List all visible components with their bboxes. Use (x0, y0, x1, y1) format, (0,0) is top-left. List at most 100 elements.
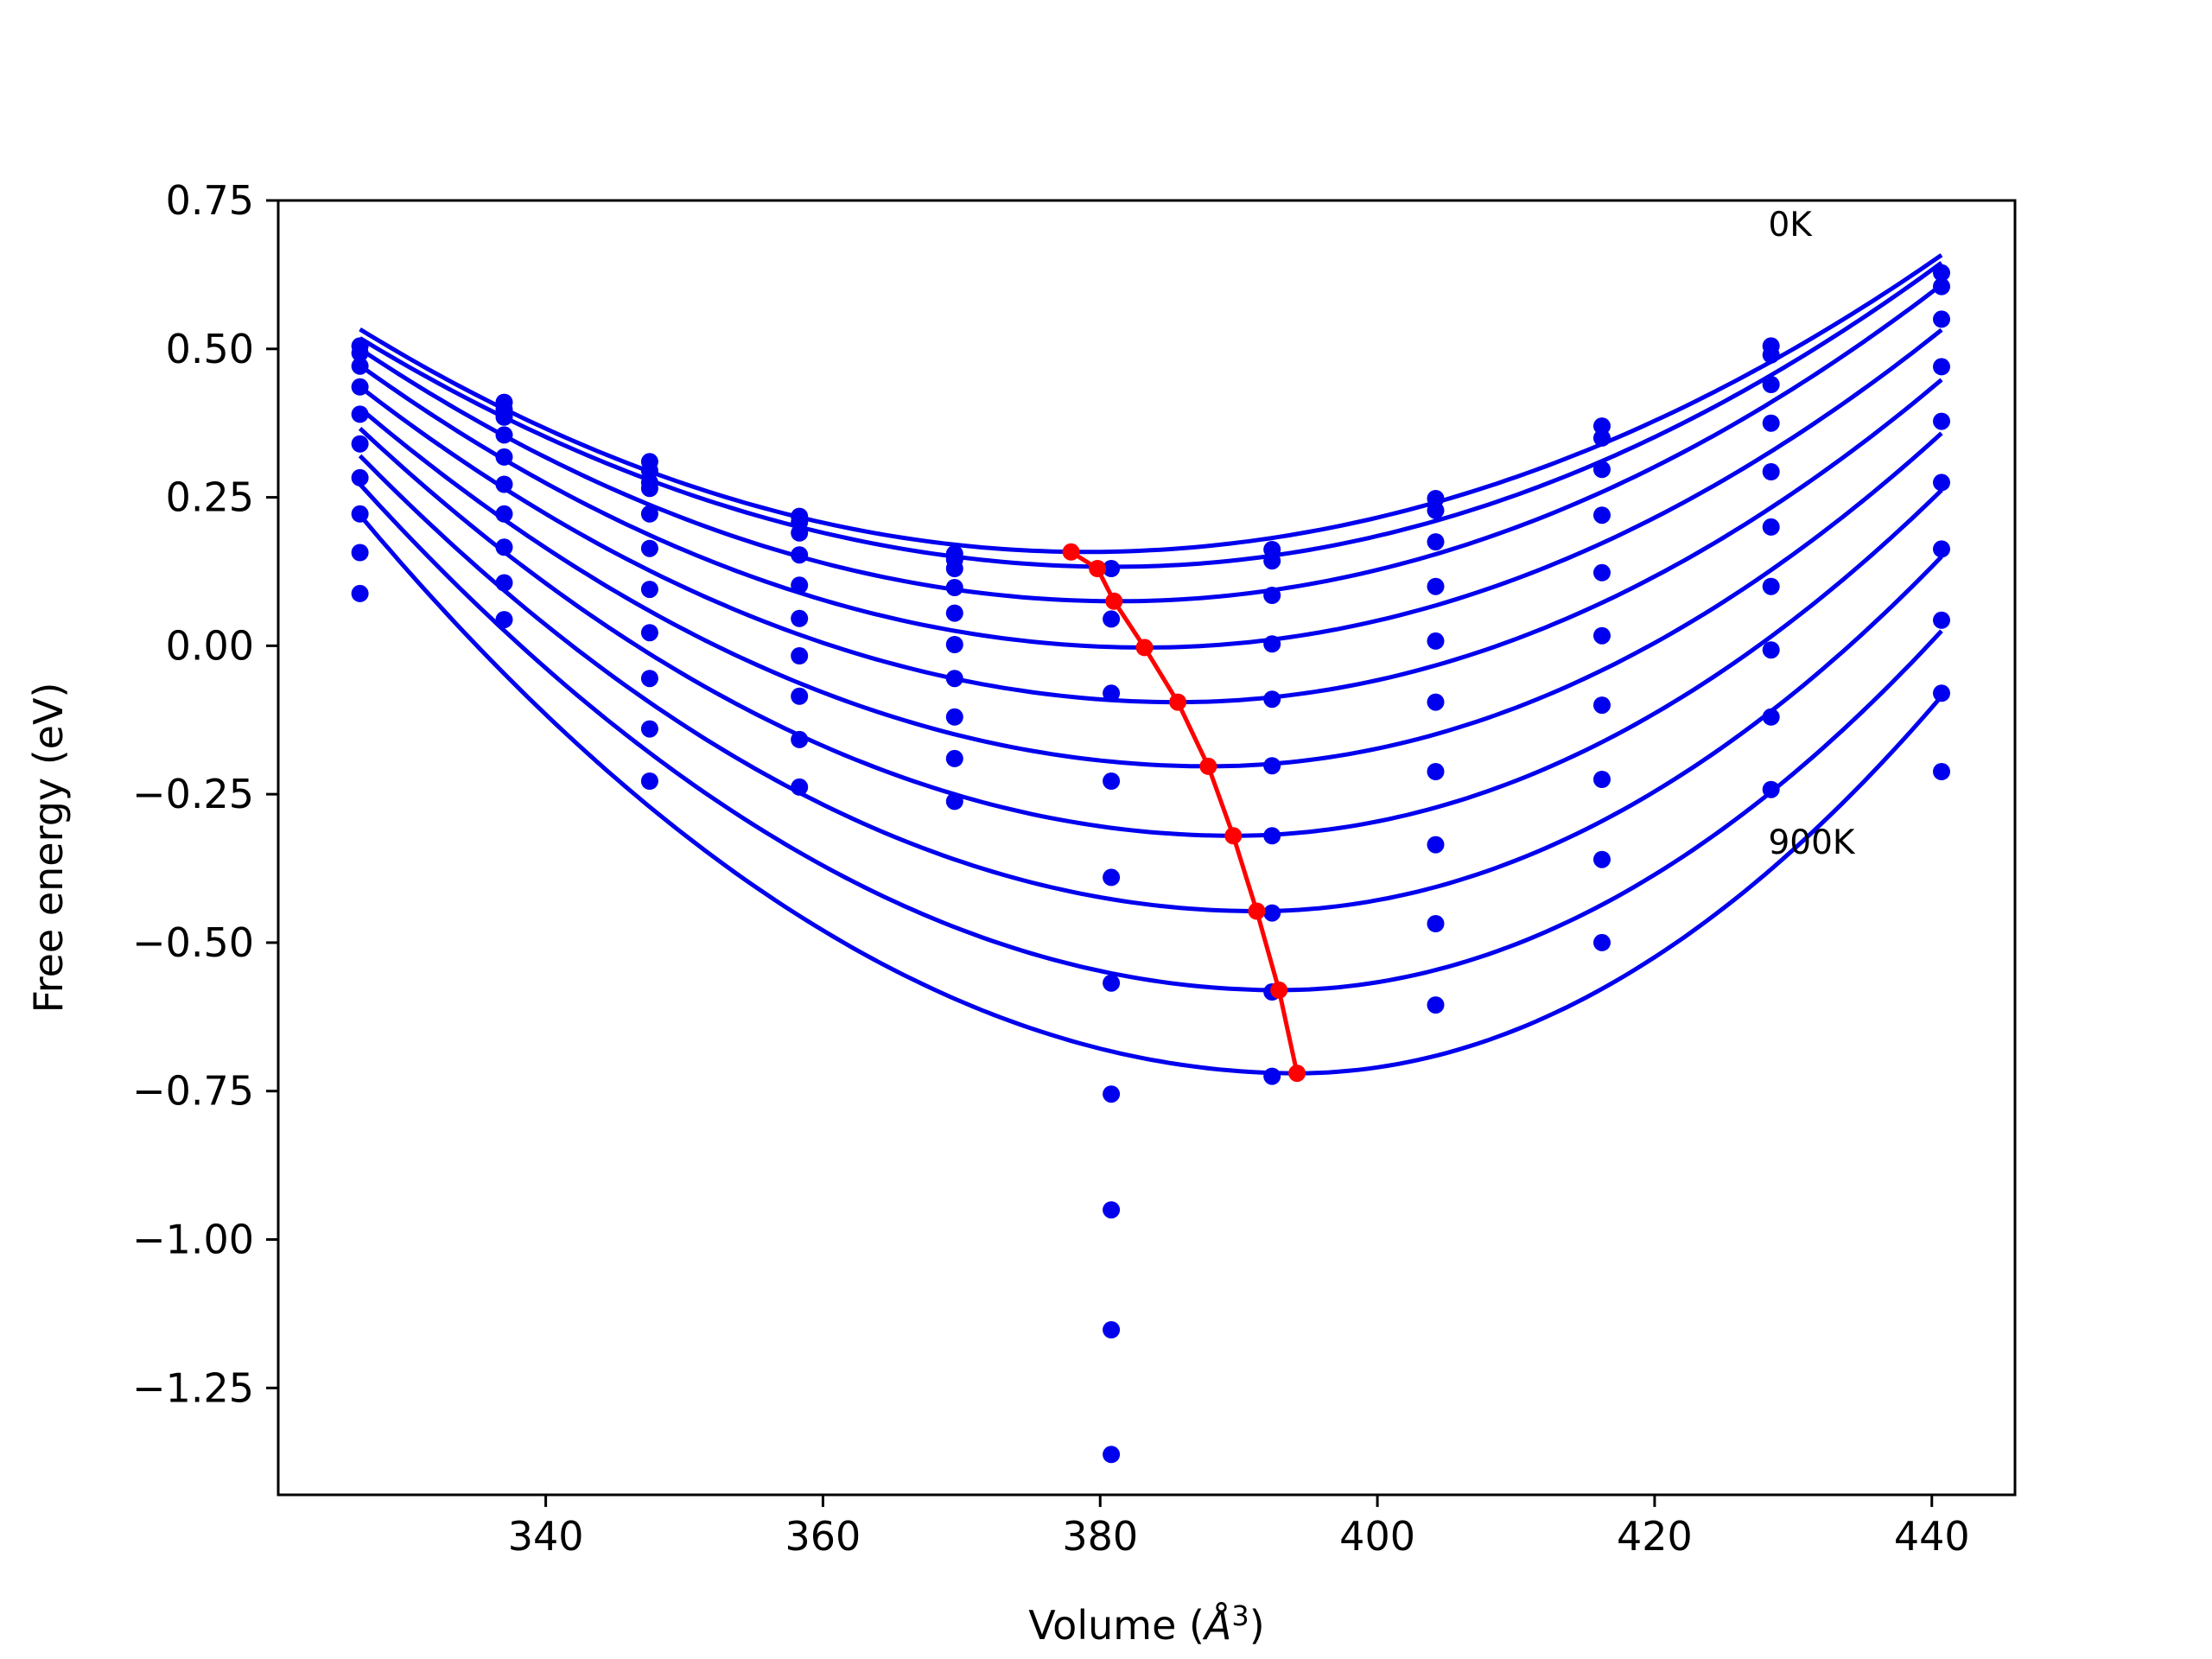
data-point-45 (945, 604, 963, 622)
data-point-21 (640, 461, 658, 480)
data-point-62 (1263, 552, 1281, 570)
data-point-103 (1933, 310, 1950, 328)
minimum-path-line (1070, 550, 1300, 1074)
data-point-98 (1762, 641, 1780, 659)
data-point-6 (351, 468, 369, 486)
x-tick-label: 440 (1894, 1513, 1970, 1560)
data-point-83 (1593, 461, 1611, 479)
data-point-95 (1762, 463, 1780, 480)
x-axis-label: Volume (Å3) (1028, 1599, 1264, 1649)
data-point-4 (351, 405, 369, 423)
data-point-40 (791, 778, 809, 796)
y-tick-label: 0.25 (166, 474, 254, 521)
data-point-34 (791, 546, 809, 564)
data-point-86 (1593, 626, 1611, 645)
data-point-67 (1263, 827, 1281, 845)
data-point-19 (495, 611, 513, 629)
y-axis-ticks: 0.75 0.50 0.25 0.00 −0.25 −0.50 −0.75 −1.00 −1.2… (132, 177, 278, 1411)
data-point-104 (1933, 358, 1950, 376)
data-point-80 (1427, 996, 1445, 1014)
data-point-71 (1427, 490, 1445, 507)
data-point-12 (495, 408, 513, 426)
data-point-27 (640, 624, 658, 642)
fit-curve-5 (358, 406, 1943, 769)
data-point-59 (1103, 1321, 1121, 1338)
data-point-60 (1103, 1446, 1121, 1464)
data-point-38 (791, 687, 809, 705)
data-point-39 (791, 730, 809, 748)
data-point-85 (1593, 563, 1611, 582)
data-point-58 (1103, 1201, 1121, 1219)
data-point-52 (1103, 610, 1121, 628)
data-point-105 (1933, 412, 1950, 430)
x-tick-label: 360 (785, 1513, 861, 1560)
fit-curve-1 (359, 261, 1943, 569)
data-point-110 (1933, 763, 1950, 780)
data-point-100 (1762, 780, 1780, 798)
data-point-88 (1593, 771, 1611, 788)
data-point-79 (1427, 915, 1445, 932)
data-point-2 (351, 357, 369, 375)
minimum-point-8 (1270, 981, 1288, 999)
x-tick-label: 420 (1617, 1513, 1693, 1560)
data-point-75 (1427, 632, 1445, 650)
data-point-65 (1263, 690, 1281, 709)
minimum-point-7 (1248, 902, 1266, 920)
data-point-101 (1933, 264, 1950, 282)
data-point-55 (1103, 868, 1121, 887)
minimum-point-2 (1105, 592, 1123, 610)
data-point-102 (1933, 277, 1950, 296)
data-point-77 (1427, 763, 1445, 780)
data-point-87 (1593, 696, 1611, 715)
data-point-47 (945, 670, 963, 688)
data-point-53 (1103, 684, 1121, 702)
data-point-57 (1103, 1085, 1121, 1103)
data-point-72 (1427, 501, 1445, 519)
data-points (351, 264, 1950, 1464)
data-point-78 (1427, 836, 1445, 854)
data-point-96 (1762, 518, 1780, 536)
data-point-30 (640, 772, 658, 790)
data-point-82 (1593, 429, 1611, 447)
data-point-33 (791, 524, 809, 542)
data-point-7 (351, 505, 369, 523)
data-point-25 (640, 539, 658, 557)
data-point-74 (1427, 577, 1445, 595)
data-point-35 (791, 576, 809, 594)
data-point-56 (1103, 974, 1121, 992)
data-point-18 (495, 574, 513, 592)
y-axis-label: Free energy (eV) (25, 683, 72, 1014)
data-point-48 (945, 708, 963, 726)
data-point-93 (1762, 376, 1780, 393)
annotation-0k: 0K (1768, 206, 1813, 245)
data-point-36 (791, 609, 809, 627)
data-point-3 (351, 378, 369, 396)
data-point-73 (1427, 533, 1445, 551)
y-tick-label: −1.25 (132, 1364, 254, 1411)
y-tick-label: −0.25 (132, 771, 254, 817)
fit-curve-8 (358, 482, 1943, 993)
fit-curve-0 (359, 253, 1943, 555)
x-tick-label: 400 (1339, 1513, 1415, 1560)
minimum-point-1 (1089, 560, 1107, 577)
data-point-28 (640, 670, 658, 688)
data-point-107 (1933, 540, 1950, 558)
data-point-46 (945, 636, 963, 653)
data-point-1 (351, 344, 369, 362)
y-tick-label: −0.50 (132, 919, 254, 966)
data-point-68 (1263, 904, 1281, 922)
data-point-76 (1427, 693, 1445, 711)
data-point-44 (945, 579, 963, 596)
annotation-900k: 900K (1768, 823, 1855, 862)
fit-curve-4 (359, 378, 1943, 705)
data-point-29 (640, 720, 658, 738)
data-point-5 (351, 435, 369, 453)
data-point-50 (945, 792, 963, 810)
data-point-43 (945, 560, 963, 577)
minimum-point-6 (1224, 827, 1243, 845)
y-tick-label: 0.75 (166, 177, 254, 224)
data-point-94 (1762, 414, 1780, 432)
data-point-106 (1933, 474, 1950, 492)
fit-curve-2 (359, 283, 1943, 604)
fit-curve-6 (358, 427, 1943, 838)
